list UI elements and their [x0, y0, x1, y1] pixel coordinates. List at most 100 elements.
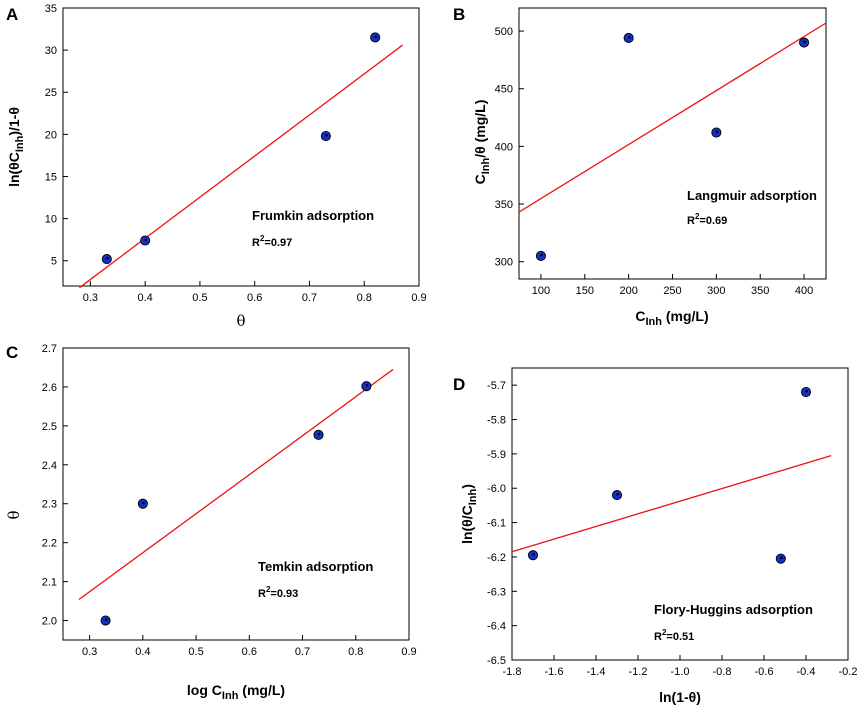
- panel-a-data-point: [320, 130, 331, 142]
- panel-b-y-tick-label: 400: [495, 141, 513, 153]
- panel-c-fit-line: [78, 368, 394, 601]
- panel-c-axes: 0.3 0.4 0.5 0.6 0.7 0.8 0.9 2.0 2.1 2.2 2.3 2.4 2.5 2…: [42, 343, 417, 658]
- panel-c-x-tick-label: 0.6: [242, 646, 257, 658]
- panel-b-axes: 100 150 200 250 300 350 400 300 350 400 450 500: [495, 26, 814, 297]
- panel-a-y-tick-label: 10: [45, 214, 57, 226]
- panel-c-x-tick-label: 0.3: [82, 646, 97, 658]
- panel-d-axes: -1.8 -1.6 -1.4 -1.2 -1.0 -0.8 -0.6 -0.4 -0.2 -6.5…: [487, 380, 857, 678]
- panel-c-letter: C: [6, 343, 18, 362]
- panel-a-x-axis-title: θ: [236, 312, 245, 330]
- panel-c-data-point: [100, 615, 111, 626]
- panel-b-y-axis-title: CInh/θ (mg/L): [472, 100, 492, 185]
- panel-a-y-tick-label: 35: [45, 3, 57, 15]
- panel-b-x-tick-label: 150: [576, 285, 594, 297]
- panel-a-x-tick-label: 0.8: [357, 292, 372, 304]
- panel-c-x-tick-label: 0.9: [401, 646, 416, 658]
- panel-b: B 100 150 200 250 300 350 400 300 350 400 450 500 L…: [453, 5, 827, 328]
- panel-b-x-tick-label: 350: [751, 285, 769, 297]
- panel-d-data-point: [611, 490, 623, 501]
- panel-c-plot-frame: [62, 347, 410, 641]
- panel-a-letter: A: [6, 5, 18, 24]
- panel-c-data-point: [313, 429, 324, 440]
- panel-b-y-tick-label: 450: [495, 84, 513, 96]
- panel-b-r2: R2=0.69: [687, 212, 727, 227]
- panel-d-y-tick-label: -5.9: [487, 449, 506, 461]
- panel-a-axes: 0.3 0.4 0.5 0.6 0.7 0.8 0.9 5 10 15 20 25 30 35: [45, 3, 427, 304]
- panel-b-x-axis-title: CInh (mg/L): [635, 308, 708, 328]
- panel-d-y-axis-title: ln(θ/CInh): [459, 484, 479, 544]
- panel-a-annotation: Frumkin adsorption: [252, 208, 374, 223]
- panel-b-data-point: [711, 127, 722, 138]
- panel-c-y-tick-label: 2.2: [42, 538, 57, 550]
- panel-b-plot-frame: [518, 7, 827, 280]
- panel-d-x-tick-label: -0.8: [713, 666, 732, 678]
- panel-b-x-tick-label: 100: [532, 285, 550, 297]
- panel-a-x-tick-label: 0.4: [138, 292, 153, 304]
- panel-b-x-tick-label: 300: [707, 285, 725, 297]
- panel-a-x-tick-label: 0.5: [192, 292, 207, 304]
- panel-d-x-tick-label: -0.6: [755, 666, 774, 678]
- panel-c-annotation: Temkin adsorption: [258, 559, 373, 574]
- panel-d-x-tick-label: -1.8: [503, 666, 522, 678]
- panel-b-x-tick-label: 400: [795, 285, 813, 297]
- panel-d-x-tick-label: -1.6: [545, 666, 564, 678]
- panel-c: C 0.3 0.4 0.5 0.6 0.7 0.8 0.9 2.0 2.1 2.2 2.3 2.4 2.…: [5, 343, 417, 702]
- panel-b-y-tick-label: 500: [495, 26, 513, 38]
- panel-b-y-tick-label: 350: [495, 199, 513, 211]
- panel-c-x-tick-label: 0.8: [348, 646, 363, 658]
- panel-b-data-point: [535, 250, 546, 261]
- panel-b-letter: B: [453, 5, 465, 24]
- panel-d-x-tick-label: -0.4: [797, 666, 816, 678]
- panel-b-y-tick-label: 300: [495, 257, 513, 269]
- panel-d-x-tick-label: -1.4: [587, 666, 606, 678]
- panel-b-points: [535, 32, 810, 261]
- panel-a-y-tick-label: 25: [45, 87, 57, 99]
- panel-c-y-tick-label: 2.4: [42, 460, 57, 472]
- panel-a-y-tick-label: 20: [45, 129, 57, 141]
- panel-a-plot-frame: [62, 7, 420, 287]
- panel-c-x-tick-label: 0.4: [135, 646, 150, 658]
- panel-c-x-axis-title: log CInh (mg/L): [187, 682, 285, 702]
- panel-c-x-tick-label: 0.7: [295, 646, 310, 658]
- panel-c-y-tick-label: 2.3: [42, 499, 57, 511]
- panel-a-r2: R2=0.97: [252, 234, 292, 249]
- panel-d-data-point: [800, 386, 812, 398]
- panel-d: D -1.8 -1.6 -1.4 -1.2 -1.0 -0.8 -0.6 -0.4 -0.2 -6…: [453, 367, 857, 705]
- panel-b-fit-line: [518, 22, 827, 213]
- panel-a-y-tick-label: 15: [45, 171, 57, 183]
- panel-c-data-point: [137, 498, 148, 509]
- panel-a-data-point: [140, 235, 151, 246]
- panel-d-y-tick-label: -6.5: [487, 655, 506, 667]
- panel-d-y-tick-label: -6.0: [487, 483, 506, 495]
- panel-d-data-point: [775, 553, 786, 564]
- panel-d-data-point: [527, 550, 539, 561]
- panel-c-y-tick-label: 2.0: [42, 616, 57, 628]
- panel-c-y-tick-label: 2.1: [42, 577, 57, 589]
- panel-b-x-tick-label: 200: [619, 285, 637, 297]
- panel-d-r2: R2=0.51: [654, 628, 694, 643]
- panel-d-letter: D: [453, 375, 465, 394]
- panel-d-y-tick-label: -6.4: [487, 621, 506, 633]
- panel-d-x-tick-label: -0.2: [839, 666, 858, 678]
- panel-d-x-tick-label: -1.0: [671, 666, 690, 678]
- panel-a-x-tick-label: 0.7: [302, 292, 317, 304]
- panel-d-y-tick-label: -5.7: [487, 380, 506, 392]
- panel-d-points: [527, 386, 812, 564]
- panel-a-fit-line: [79, 44, 403, 289]
- panel-b-annotation: Langmuir adsorption: [687, 188, 817, 203]
- panel-a-points: [101, 32, 381, 265]
- panel-a-x-tick-label: 0.3: [83, 292, 98, 304]
- panel-d-y-tick-label: -6.1: [487, 518, 506, 530]
- panel-c-y-tick-label: 2.6: [42, 382, 57, 394]
- panel-a-y-tick-label: 30: [45, 45, 57, 57]
- panel-c-points: [100, 381, 372, 626]
- panel-a-x-tick-label: 0.9: [411, 292, 426, 304]
- panel-d-x-axis-title: ln(1-θ): [659, 689, 701, 705]
- panel-a-y-axis-title: ln(θCInh)/1-θ: [6, 107, 26, 187]
- panel-d-y-tick-label: -6.3: [487, 586, 506, 598]
- panel-a-data-point: [101, 253, 112, 265]
- panel-a-data-point: [370, 32, 381, 43]
- panel-a-x-tick-label: 0.6: [247, 292, 262, 304]
- panel-c-x-tick-label: 0.5: [188, 646, 203, 658]
